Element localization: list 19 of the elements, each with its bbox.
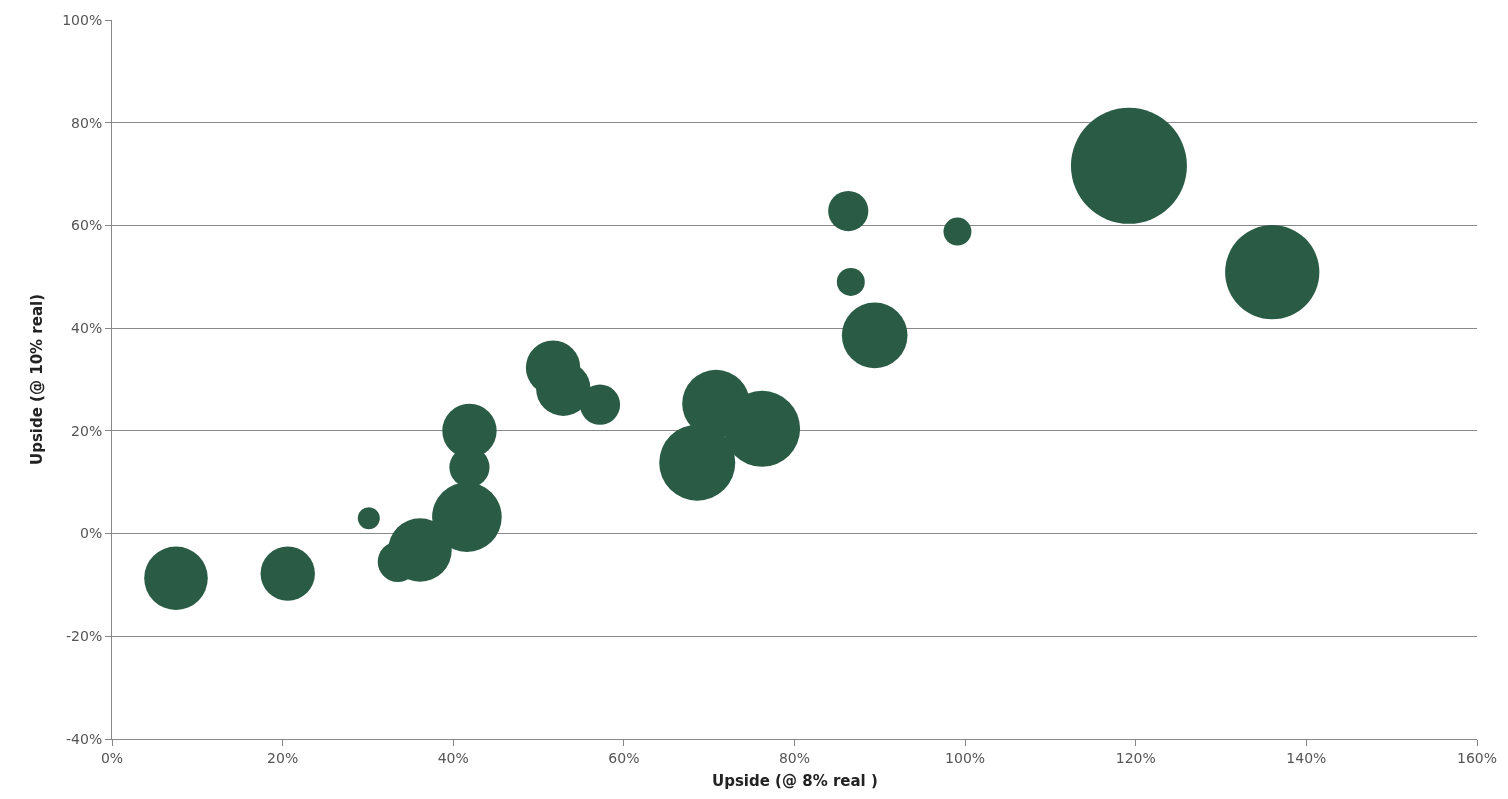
x-tick-label: 140% xyxy=(1286,749,1327,766)
x-tick-label: 120% xyxy=(1115,749,1156,766)
y-axis-title: Upside (@ 10% real) xyxy=(28,293,47,466)
x-tick-label: 0% xyxy=(100,749,124,766)
y-tick-label: -20% xyxy=(66,628,103,645)
x-tick-label: 80% xyxy=(778,749,811,766)
x-tick-label: 40% xyxy=(437,749,469,766)
y-tick-label: 100% xyxy=(62,11,103,28)
y-tick-label: 60% xyxy=(71,217,103,234)
y-tick-label: 20% xyxy=(71,422,103,439)
x-axis-title: Upside (@ 8% real ) xyxy=(712,772,878,790)
x-tick-label: 20% xyxy=(267,749,299,766)
x-tick-label: 100% xyxy=(945,749,986,766)
x-tick-label: 60% xyxy=(608,749,640,766)
y-tick-label: 80% xyxy=(71,114,103,131)
y-tick-label: 0% xyxy=(79,525,103,542)
x-tick-label: 160% xyxy=(1456,749,1498,766)
y-tick-label: 40% xyxy=(71,320,103,337)
y-tick-label: -40% xyxy=(66,730,103,747)
